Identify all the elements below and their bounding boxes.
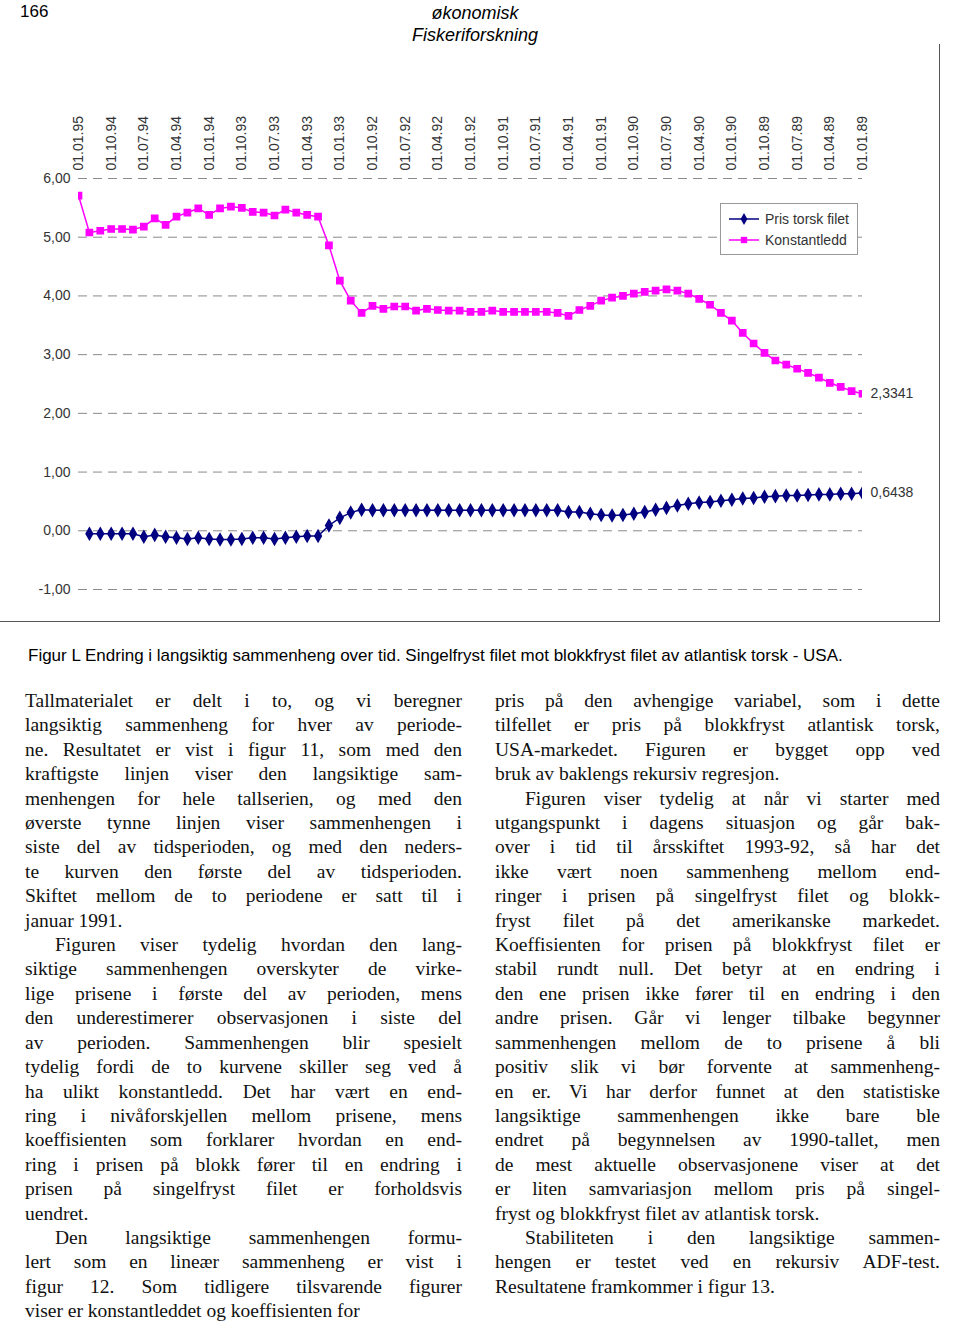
html-text:utgangspunkt i dagens situasjo: utgangspunkt i dagens situasjon og går b… <box>495 812 940 833</box>
svg-text:01.07.93: 01.07.93 <box>266 116 282 171</box>
html-text:viser er konstantleddet og koe: viser er konstantleddet og koeffisienten… <box>25 1300 360 1322</box>
svg-text:01.01.94: 01.01.94 <box>201 116 217 171</box>
html-text:Tallmaterialet er delt i to, o: Tallmaterialet er delt i to, og vi bereg… <box>25 690 462 711</box>
html-text:Figuren viser tydelig hvordan: Figuren viser tydelig hvordan den lang- <box>55 934 462 956</box>
html-text:økonomisk: økonomisk <box>431 3 519 23</box>
html-text:USA-markedet. Figuren er bygge: USA-markedet. Figuren er bygget opp ved <box>495 738 940 760</box>
svg-text:01.10.90: 01.10.90 <box>625 116 641 171</box>
html-text:hengen er testet ved en rekurs: hengen er testet ved en rekursiv ADF-tes… <box>495 1251 940 1273</box>
html-text:langsiktig sammenheng for hver: langsiktig sammenheng for hver av period… <box>25 714 462 736</box>
svg-text:01.01.95: 01.01.95 <box>70 116 86 171</box>
svg-text:01.10.91: 01.10.91 <box>495 116 511 171</box>
html-text:januar 1991.: januar 1991. <box>25 909 123 931</box>
html-text:Skiftet mellom de to periodene: Skiftet mellom de to periodene er satt t… <box>25 885 462 907</box>
html-text:tydelig fordi de to kurvene sk: tydelig fordi de to kurvene skiller seg … <box>25 1056 462 1078</box>
html-text:ha ulikt konstantledd. Det har: ha ulikt konstantledd. Det har vært en e… <box>25 1080 462 1102</box>
svg-text:2,3341: 2,3341 <box>871 385 914 401</box>
html-text:av perioden. Sammenhengen blir: av perioden. Sammenhengen blir spesielt <box>25 1031 462 1053</box>
svg-text:01.04.93: 01.04.93 <box>299 116 315 171</box>
html-text:andre prisen. Går vi lenger ti: andre prisen. Går vi lenger tilbake begy… <box>495 1007 940 1029</box>
html-text:Figuren viser tydelig at når v: Figuren viser tydelig at når vi starter … <box>525 787 940 809</box>
svg-text:01.07.90: 01.07.90 <box>658 116 674 171</box>
html-text:endret på begynnelsen av 1990-: endret på begynnelsen av 1990-tallet, me… <box>495 1129 940 1151</box>
html-text:stabil rundt null. Det betyr a: stabil rundt null. Det betyr at en endri… <box>495 958 940 980</box>
svg-text:01.07.94: 01.07.94 <box>135 116 151 171</box>
svg-text:01.01.92: 01.01.92 <box>462 116 478 171</box>
html-text:ring i nivåforskjellen mellom: ring i nivåforskjellen mellom prisene, m… <box>25 1104 462 1126</box>
html-text:sammenhengen mellom de to pris: sammenhengen mellom de to prisene å bli <box>495 1031 940 1053</box>
svg-text:01.01.93: 01.01.93 <box>331 116 347 171</box>
svg-text:01.10.93: 01.10.93 <box>233 116 249 171</box>
svg-text:6,00: 6,00 <box>43 170 70 186</box>
svg-text:01.04.90: 01.04.90 <box>691 116 707 171</box>
html-text:er liten samvariasjon mellom p: er liten samvariasjon mellom pris på sin… <box>495 1178 940 1200</box>
html-text:lert som en lineær sammenheng: lert som en lineær sammenheng er vist i <box>25 1251 462 1273</box>
html-text:bruk av baklengs rekursiv regr: bruk av baklengs rekursiv regresjon. <box>495 763 780 785</box>
html-text:te kurven den første del av ti: te kurven den første del av tidsperioden… <box>25 860 462 882</box>
html-text:over i tid til årsskiftet 1993: over i tid til årsskiftet 1993-92, så ha… <box>495 836 940 858</box>
svg-text:01.10.94: 01.10.94 <box>103 116 119 171</box>
html-text:prisen på singelfryst filet er: prisen på singelfryst filet er forholdsv… <box>25 1178 462 1200</box>
svg-text:0,6438: 0,6438 <box>871 484 914 500</box>
html-text:uendret.: uendret. <box>25 1202 89 1224</box>
html-text:siktige sammenhengen overskyte: siktige sammenhengen overskyter de virke… <box>25 958 462 980</box>
html-text:Koeffisienten for prisen på bl: Koeffisienten for prisen på blokkfryst f… <box>495 934 940 956</box>
html-text:siste del av tidsperioden, og: siste del av tidsperioden, og med den ne… <box>25 836 462 858</box>
svg-text:01.01.89: 01.01.89 <box>854 116 870 171</box>
svg-text:01.04.94: 01.04.94 <box>168 116 184 171</box>
svg-text:4,00: 4,00 <box>43 287 70 303</box>
html-text:tilfellet er pris på blokkfrys: tilfellet er pris på blokkfryst atlantis… <box>495 714 940 736</box>
html-text:positiv slik vi bør forvente a: positiv slik vi bør forvente at sammenhe… <box>495 1056 940 1078</box>
html-text:fryst filet på det amerikanske: fryst filet på det amerikanske markedet. <box>495 909 940 931</box>
svg-text:01.04.91: 01.04.91 <box>560 116 576 171</box>
svg-text:-1,00: -1,00 <box>39 581 71 597</box>
html-text:øverste tynne linjen viser sam: øverste tynne linjen viser sammenhengen … <box>25 812 462 833</box>
svg-text:0,00: 0,00 <box>43 522 70 538</box>
html-text:Konstantledd: Konstantledd <box>765 231 847 248</box>
svg-text:01.04.89: 01.04.89 <box>821 116 837 171</box>
html-text:koeffisienten som forklarer hv: koeffisienten som forklarer hvordan en e… <box>25 1129 462 1151</box>
svg-text:01.10.89: 01.10.89 <box>756 116 772 171</box>
svg-text:01.04.92: 01.04.92 <box>429 116 445 171</box>
svg-text:5,00: 5,00 <box>43 229 70 245</box>
html-text:Den langsiktige sammenhengen f: Den langsiktige sammenhengen formu- <box>55 1226 462 1248</box>
html-text:Stabiliteten i den langsiktige: Stabiliteten i den langsiktige sammen- <box>525 1226 940 1248</box>
html-text:kraftigste linjen viser den la: kraftigste linjen viser den langsiktige … <box>25 763 462 785</box>
html-text:menhengen for hele tallserien,: menhengen for hele tallserien, og med de… <box>25 787 462 809</box>
svg-text:2,00: 2,00 <box>43 405 70 421</box>
html-text:166: 166 <box>20 2 49 21</box>
html-text:de mest aktuelle observasjonen: de mest aktuelle observasjonene viser at… <box>495 1153 940 1175</box>
html-text:Fiskeriforskning: Fiskeriforskning <box>412 25 538 45</box>
html-text:Figur L Endring i langsiktig s: Figur L Endring i langsiktig sammenheng … <box>28 646 843 665</box>
html-text:en er. Vi har derfor funnet at: en er. Vi har derfor funnet at den stati… <box>495 1080 940 1102</box>
html-text:Pris torsk filet: Pris torsk filet <box>765 210 849 227</box>
html-text:pris på den avhengige variabel: pris på den avhengige variabel, som i de… <box>495 690 940 711</box>
html-text:ikke vært noen sammenheng mell: ikke vært noen sammenheng mellom end- <box>495 860 940 882</box>
svg-text:01.07.89: 01.07.89 <box>789 116 805 171</box>
svg-text:3,00: 3,00 <box>43 346 70 362</box>
svg-text:01.07.91: 01.07.91 <box>527 116 543 171</box>
svg-text:1,00: 1,00 <box>43 464 70 480</box>
html-text:lige prisene i første del av p: lige prisene i første del av perioden, m… <box>25 982 462 1004</box>
html-text:fryst og blokkfryst filet av a: fryst og blokkfryst filet av atlantisk t… <box>495 1202 820 1224</box>
html-text:ringer i prisen på singelfryst: ringer i prisen på singelfryst filet og … <box>495 885 940 907</box>
html-text:den underestimerer observasjon: den underestimerer observasjonen i siste… <box>25 1007 462 1029</box>
svg-text:01.01.91: 01.01.91 <box>593 116 609 171</box>
html-text:langsiktige sammenhengen ikke: langsiktige sammenhengen ikke bare ble <box>495 1104 940 1126</box>
html-text:figur 12. Som tidligere tilsva: figur 12. Som tidligere tilsvarende figu… <box>25 1275 462 1297</box>
html-text:ne. Resultatet er vist i figur: ne. Resultatet er vist i figur 11, som m… <box>25 738 462 760</box>
html-text:ring i prisen på blokk fører t: ring i prisen på blokk fører til en endr… <box>25 1153 462 1175</box>
html-text:den ene prisen ikke fører til: den ene prisen ikke fører til en endring… <box>495 982 940 1004</box>
svg-text:01.10.92: 01.10.92 <box>364 116 380 171</box>
svg-text:01.01.90: 01.01.90 <box>723 116 739 171</box>
svg-text:01.07.92: 01.07.92 <box>397 116 413 171</box>
html-text:Resultatene framkommer i figur: Resultatene framkommer i figur 13. <box>495 1275 775 1297</box>
